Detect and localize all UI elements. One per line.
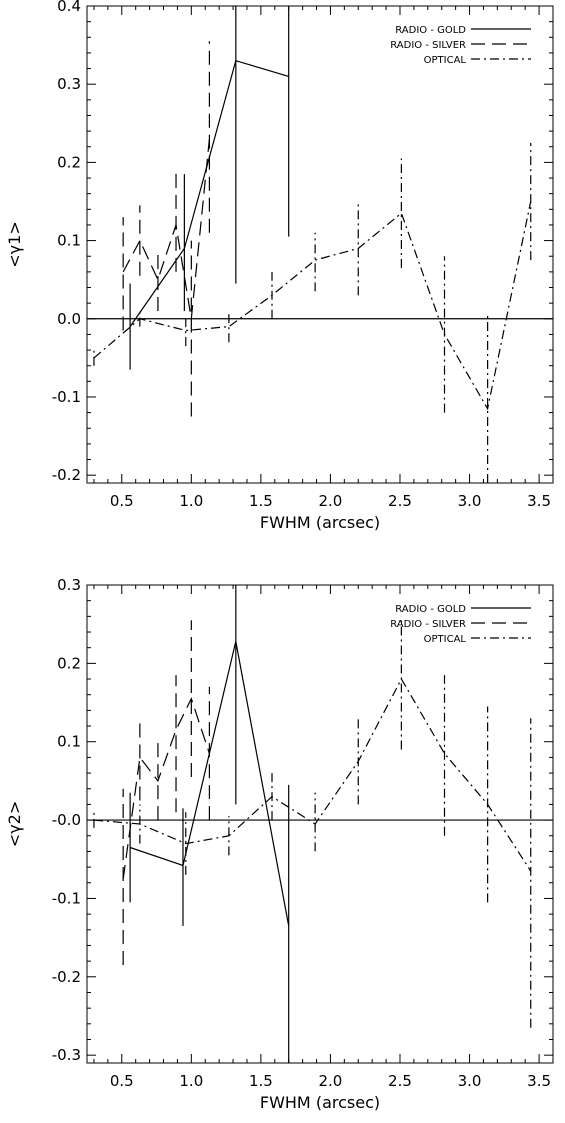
x-tick-label: 3.5 bbox=[527, 1072, 551, 1090]
x-tick-label: 2.0 bbox=[319, 1072, 343, 1090]
plot-frame bbox=[86, 5, 554, 484]
series-line-2 bbox=[122, 697, 210, 879]
y-axis-label: <γ1> bbox=[5, 221, 24, 267]
y-tick-label: 0.1 bbox=[57, 733, 81, 751]
y-tick-label: 0.0 bbox=[57, 310, 81, 328]
y-tick-label: -0.0 bbox=[52, 811, 81, 829]
series-line-2 bbox=[122, 138, 210, 319]
legend: RADIO - GOLD RADIO - SILVER OPTICAL bbox=[390, 604, 531, 645]
y-tick-label: 0.2 bbox=[57, 654, 81, 672]
legend: RADIO - GOLD RADIO - SILVER OPTICAL bbox=[390, 25, 531, 66]
x-tick-label: 3.5 bbox=[527, 492, 551, 510]
legend-entry-label: RADIO - GOLD bbox=[395, 604, 466, 615]
legend-entry-label: RADIO - SILVER bbox=[390, 40, 466, 51]
legend-entry-label: RADIO - SILVER bbox=[390, 619, 466, 630]
x-tick-label: 1.0 bbox=[179, 492, 203, 510]
y-tick-label: 0.3 bbox=[57, 75, 81, 93]
x-tick-label: 3.0 bbox=[458, 492, 482, 510]
x-axis-label: FWHM (arcsec) bbox=[260, 1093, 380, 1112]
x-axis-label: FWHM (arcsec) bbox=[260, 513, 380, 532]
x-tick-label: 0.5 bbox=[110, 492, 134, 510]
series-line-3 bbox=[93, 201, 532, 411]
plot-area bbox=[93, 6, 532, 483]
legend-entry-label: OPTICAL bbox=[424, 55, 467, 66]
plot-area bbox=[93, 585, 532, 1063]
y-tick-label: 0.3 bbox=[57, 576, 81, 594]
plot-frame bbox=[86, 584, 554, 1064]
y-tick-label: -0.1 bbox=[52, 388, 81, 406]
chart-panel-1: 0.5 1.0 1.5 2.0 2.5 3.0 3.5 -0.2 -0.1 0.0 0.1 0.2 0.… bbox=[5, 0, 554, 532]
y-tick-label: 0.4 bbox=[57, 0, 81, 15]
x-tick-label: 1.5 bbox=[249, 1072, 273, 1090]
y-tick-label: -0.3 bbox=[52, 1046, 81, 1064]
y-tick-label: -0.2 bbox=[52, 968, 81, 986]
x-tick-label: 3.0 bbox=[458, 1072, 482, 1090]
x-tick-label: 2.5 bbox=[388, 1072, 412, 1090]
y-tick-label: 0.1 bbox=[57, 232, 81, 250]
y-tick-label: -0.1 bbox=[52, 889, 81, 907]
x-tick-label: 2.5 bbox=[388, 492, 412, 510]
x-tick-label: 0.5 bbox=[110, 1072, 134, 1090]
x-tick-label: 1.5 bbox=[249, 492, 273, 510]
y-axis-label: <γ2> bbox=[5, 801, 24, 847]
legend-entry-label: RADIO - GOLD bbox=[395, 25, 466, 36]
legend-entry-label: OPTICAL bbox=[424, 634, 467, 645]
y-tick-label: -0.2 bbox=[52, 466, 81, 484]
x-tick-label: 1.0 bbox=[179, 1072, 203, 1090]
x-tick-label: 2.0 bbox=[319, 492, 343, 510]
y-tick-label: 0.2 bbox=[57, 153, 81, 171]
chart-panel-2: 0.5 1.0 1.5 2.0 2.5 3.0 3.5 -0.3 -0.2 -0.1 -0.0 0.1… bbox=[5, 576, 554, 1112]
series-line-1 bbox=[129, 59, 289, 327]
series-line-1 bbox=[129, 641, 290, 927]
